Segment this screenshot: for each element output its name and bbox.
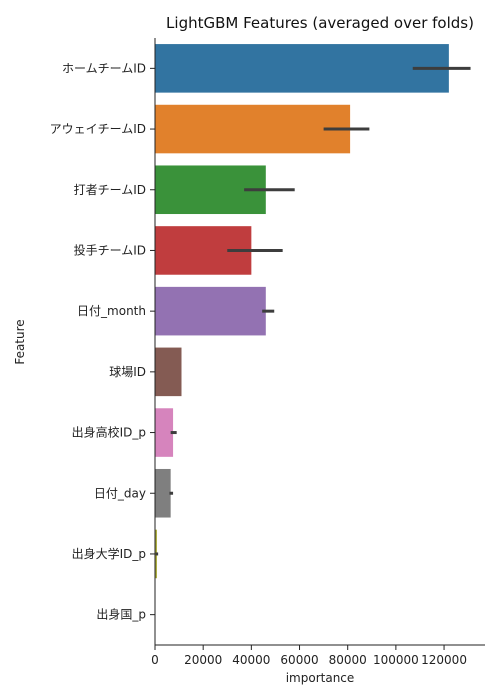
x-axis-ticks: 0 20000 40000 60000 80000 100000 120000 bbox=[151, 645, 467, 667]
y-tick-label: 打者チームID bbox=[74, 183, 146, 197]
y-axis-ticks: ホームチームID アウェイチームID 打者チームID 投手チームID 日付_month 球… bbox=[50, 61, 155, 622]
y-tick-label: 出身大学ID_p bbox=[72, 546, 146, 561]
chart-title: LightGBM Features (averaged over folds) bbox=[166, 14, 474, 32]
y-axis-title: Feature bbox=[13, 319, 27, 364]
x-tick-label: 20000 bbox=[184, 653, 222, 667]
errorbars-group bbox=[155, 66, 471, 556]
y-tick-label: アウェイチームID bbox=[50, 122, 146, 136]
x-axis-title: importance bbox=[286, 671, 355, 685]
bar bbox=[155, 347, 182, 397]
y-tick-label: 球場ID bbox=[109, 365, 146, 379]
x-tick-label: 100000 bbox=[373, 653, 419, 667]
bar bbox=[155, 408, 174, 457]
y-tick-label: 出身国_p bbox=[96, 607, 146, 622]
y-tick-label: 投手チームID bbox=[74, 242, 146, 257]
bar bbox=[155, 44, 449, 93]
y-tick-label: 日付_month bbox=[77, 304, 146, 318]
x-tick-label: 40000 bbox=[232, 653, 270, 667]
x-tick-label: 0 bbox=[151, 653, 159, 667]
y-tick-label: 日付_day bbox=[94, 486, 146, 500]
x-tick-label: 60000 bbox=[280, 653, 318, 667]
x-tick-label: 80000 bbox=[329, 653, 367, 667]
bar bbox=[155, 104, 351, 154]
bar bbox=[155, 286, 266, 336]
bars-group bbox=[155, 44, 449, 579]
bar bbox=[155, 468, 171, 518]
y-tick-label: 出身高校ID_p bbox=[72, 425, 146, 440]
y-tick-label: ホームチームID bbox=[62, 61, 146, 75]
x-tick-label: 120000 bbox=[421, 653, 467, 667]
